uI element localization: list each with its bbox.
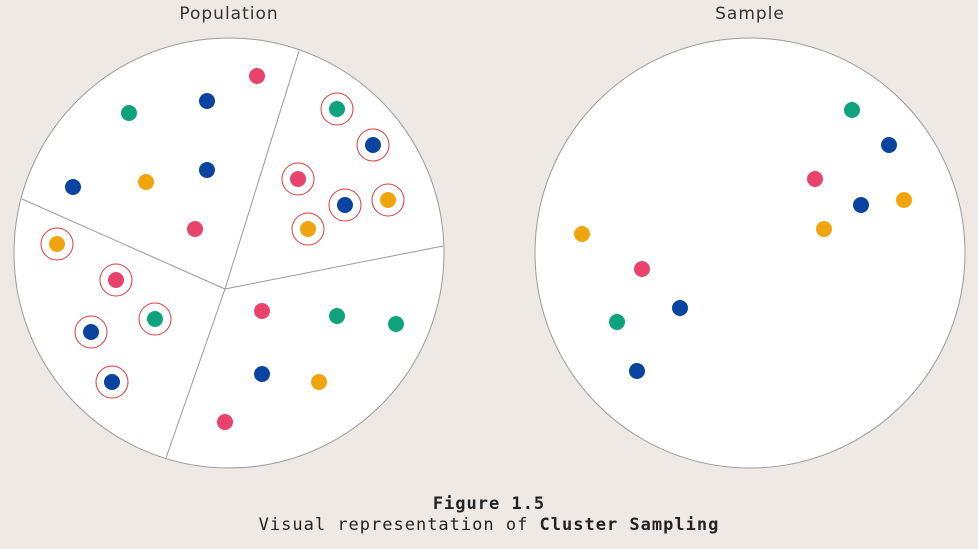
- sample-points: [574, 102, 912, 379]
- caption-prefix: Visual representation of: [258, 515, 540, 535]
- blue-dot: [337, 197, 353, 213]
- sample-orange-dot: [896, 192, 912, 208]
- selection-ring: [138, 302, 172, 336]
- sample-circle: [534, 37, 966, 469]
- sample-pink-dot: [634, 261, 650, 277]
- blue-dot: [199, 93, 215, 109]
- blue-dot: [104, 374, 120, 390]
- sample-title: Sample: [715, 4, 785, 24]
- cluster-top-left: [65, 68, 265, 237]
- divider-line: [21, 198, 226, 290]
- selection-ring: [40, 227, 74, 261]
- pink-dot: [254, 303, 270, 319]
- population-title: Population: [179, 4, 279, 24]
- green-dot: [388, 316, 404, 332]
- cluster-dividers: [21, 50, 444, 459]
- pink-dot: [187, 221, 203, 237]
- cluster-bottom-right: [217, 303, 404, 430]
- cluster-left: [40, 227, 172, 399]
- green-dot: [121, 105, 137, 121]
- population-points: [40, 68, 405, 430]
- green-dot: [329, 308, 345, 324]
- selection-ring: [281, 162, 315, 196]
- pink-dot: [108, 272, 124, 288]
- pink-dot: [217, 414, 233, 430]
- orange-dot: [300, 221, 316, 237]
- pink-dot: [249, 68, 265, 84]
- blue-dot: [365, 137, 381, 153]
- green-dot: [147, 311, 163, 327]
- green-dot: [329, 101, 345, 117]
- selection-ring: [320, 92, 354, 126]
- sample-orange-dot: [574, 226, 590, 242]
- divider-line: [224, 50, 300, 290]
- sample-blue-dot: [672, 300, 688, 316]
- divider-line: [224, 245, 444, 290]
- selection-ring: [291, 212, 325, 246]
- sample-blue-dot: [853, 197, 869, 213]
- selection-ring: [356, 128, 390, 162]
- population-circle: [13, 37, 445, 469]
- caption-emphasis: Cluster Sampling: [539, 515, 720, 535]
- selection-ring: [74, 315, 108, 349]
- pink-dot: [290, 171, 306, 187]
- sample-orange-dot: [816, 221, 832, 237]
- selection-ring: [328, 188, 362, 222]
- cluster-top-right: [281, 92, 405, 246]
- sample-pink-dot: [807, 171, 823, 187]
- blue-dot: [254, 366, 270, 382]
- orange-dot: [49, 236, 65, 252]
- selection-ring: [99, 263, 133, 297]
- blue-dot: [199, 162, 215, 178]
- sample-blue-dot: [629, 363, 645, 379]
- blue-dot: [83, 324, 99, 340]
- orange-dot: [311, 374, 327, 390]
- orange-dot: [380, 192, 396, 208]
- selection-ring: [95, 365, 129, 399]
- figure-number: Figure 1.5: [432, 494, 546, 514]
- sample-green-dot: [609, 314, 625, 330]
- figure-caption: Visual representation of Cluster Samplin…: [0, 515, 978, 535]
- sample-green-dot: [844, 102, 860, 118]
- orange-dot: [138, 174, 154, 190]
- selection-ring: [371, 183, 405, 217]
- blue-dot: [65, 179, 81, 195]
- divider-line: [165, 288, 226, 459]
- sample-blue-dot: [881, 137, 897, 153]
